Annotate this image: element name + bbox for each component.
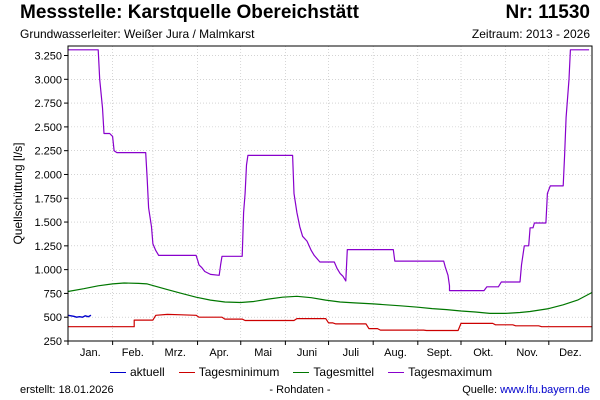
- series-lines: [67, 49, 593, 332]
- legend-label: Tagesminimum: [198, 365, 280, 379]
- source-link[interactable]: www.lfu.bayern.de: [500, 384, 590, 396]
- legend-swatch: [178, 371, 195, 373]
- source-label: Quelle:: [462, 384, 501, 396]
- x-month-label: Feb.: [122, 347, 144, 359]
- y-tick-label: 3.250: [34, 51, 62, 63]
- series-line-aktuell: [67, 314, 92, 318]
- source-info: Quelle: www.lfu.bayern.de: [462, 384, 590, 396]
- series-line-tagesminimum: [68, 313, 592, 332]
- x-month-label: Mai: [254, 347, 272, 359]
- x-month-label: Juli: [343, 347, 360, 359]
- x-month-label: Dez.: [559, 347, 582, 359]
- x-month-label: Jan.: [80, 347, 101, 359]
- x-month-label: Apr.: [209, 347, 229, 359]
- y-tick-label: 2.250: [34, 146, 62, 158]
- plot-frame: [67, 45, 593, 342]
- y-axis-label: Quellschüttung [l/s]: [11, 142, 25, 244]
- legend-swatch: [110, 371, 126, 373]
- y-tick-label: 2.500: [34, 122, 62, 134]
- y-tick-label: 2.000: [34, 169, 62, 181]
- x-month-label: Aug.: [384, 347, 407, 359]
- y-tick-label: 1.250: [34, 241, 62, 253]
- station-title: Messstelle: Karstquelle Obereichstätt: [20, 2, 359, 23]
- x-month-label: Mrz.: [165, 347, 186, 359]
- x-month-labels: Jan. Feb. Mrz. Apr. Mai Juni Juli Aug. Sept. Okt.…: [80, 347, 582, 359]
- y-tick-label: 750: [44, 288, 62, 300]
- station-number: Nr: 11530: [505, 2, 590, 23]
- y-tick-label: 3.000: [34, 74, 62, 86]
- legend-swatch: [293, 371, 310, 373]
- y-tick-label: 1.000: [34, 265, 62, 277]
- legend-item-tagesmaximum: Tagesmaximum: [388, 365, 492, 379]
- legend-label: Tagesmaximum: [408, 365, 493, 379]
- x-month-label: Nov.: [516, 347, 538, 359]
- y-tick-label: 2.750: [34, 98, 62, 110]
- series-line-tagesmaximum: [68, 49, 590, 292]
- legend-swatch: [388, 371, 405, 373]
- legend-label: aktuell: [130, 365, 165, 379]
- chart-grid: [64, 46, 592, 345]
- y-tick-label: 250: [44, 336, 62, 348]
- y-tick-label: 1.500: [34, 217, 62, 229]
- y-tick-label: 1.750: [34, 193, 62, 205]
- raw-data-note: - Rohdaten -: [269, 384, 331, 396]
- legend-item-aktuell: aktuell: [110, 365, 165, 379]
- x-month-label: Juni: [297, 347, 317, 359]
- y-tick-label: 500: [44, 312, 62, 324]
- series-line-tagesmittel: [67, 282, 593, 314]
- legend-item-tagesmittel: Tagesmittel: [293, 365, 374, 379]
- legend-item-tagesminimum: Tagesminimum: [178, 365, 280, 379]
- y-tick-labels: 250 500 750 1.000 1.250 1.500 1.750 2.000 2.250 2…: [34, 51, 62, 348]
- legend-label: Tagesmittel: [313, 365, 375, 379]
- aquifer-label: Grundwasserleiter: Weißer Jura / Malmkar…: [20, 27, 255, 41]
- x-month-label: Okt.: [473, 347, 493, 359]
- period-label: Zeitraum: 2013 - 2026: [471, 27, 590, 41]
- created-date: erstellt: 18.01.2026: [20, 384, 114, 396]
- chart-legend: aktuell Tagesminimum Tagesmittel Tagesmaxim…: [110, 365, 492, 379]
- x-month-label: Sept.: [427, 347, 453, 359]
